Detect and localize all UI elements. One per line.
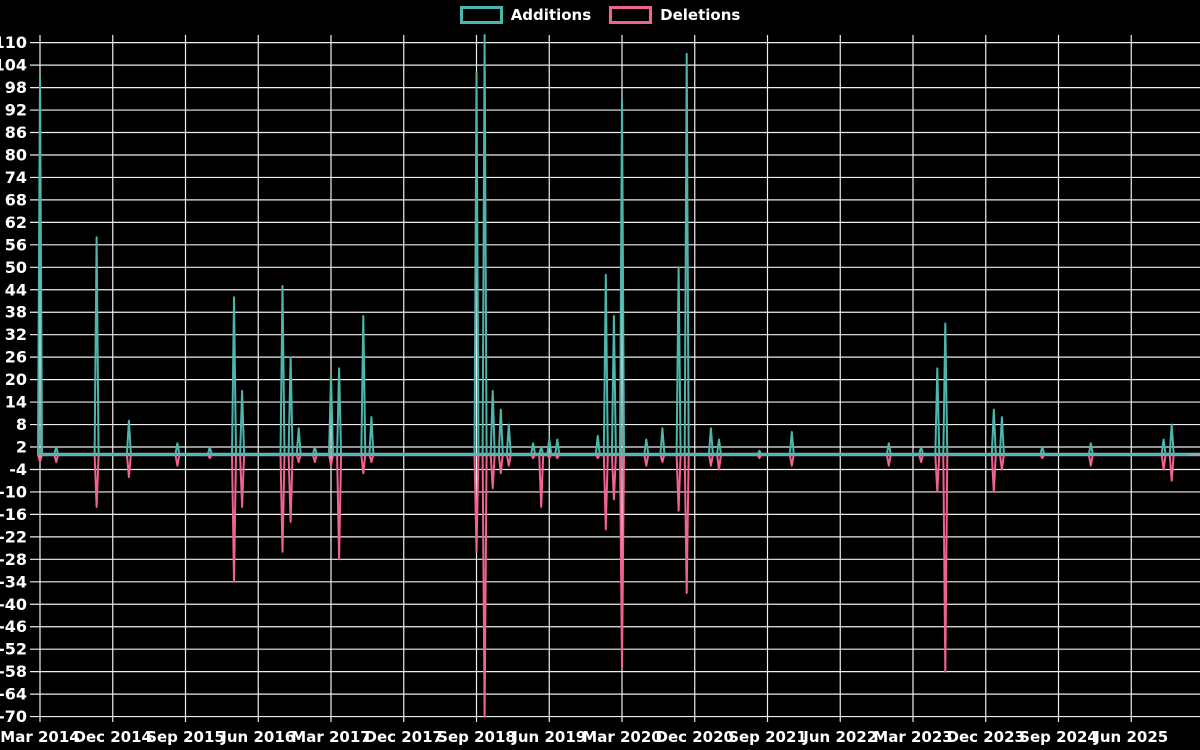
y-tick-label: 56 — [5, 235, 27, 254]
y-tick-label: 104 — [0, 56, 27, 75]
x-tick-label: Sep 2018 — [437, 728, 516, 746]
x-tick-label: Dec 2017 — [365, 728, 444, 746]
x-tick-label: Jun 2016 — [220, 728, 295, 746]
x-tick-label: Sep 2015 — [146, 728, 225, 746]
y-tick-label: 26 — [5, 348, 27, 367]
y-tick-label: 98 — [5, 78, 27, 97]
y-tick-label: -40 — [0, 595, 27, 614]
y-tick-label: -58 — [0, 662, 27, 681]
x-tick-label: Sep 2024 — [1019, 728, 1098, 746]
y-tick-label: -70 — [0, 707, 27, 726]
y-tick-label: 50 — [5, 258, 27, 277]
x-tick-label: Dec 2014 — [74, 728, 153, 746]
legend-item-deletions[interactable]: Deletions — [609, 6, 740, 24]
y-tick-label: 2 — [16, 438, 27, 457]
y-tick-label: 62 — [5, 213, 27, 232]
y-tick-label: 20 — [5, 370, 27, 389]
deletions-line — [37, 453, 1188, 718]
additions-line — [37, 34, 1188, 456]
y-tick-label: -52 — [0, 640, 27, 659]
deletions-swatch-icon — [609, 6, 653, 24]
y-tick-label: 32 — [5, 325, 27, 344]
x-tick-label: Jun 2025 — [1093, 728, 1168, 746]
x-tick-label: Dec 2020 — [656, 728, 735, 746]
y-tick-label: -16 — [0, 505, 27, 524]
x-tick-label: Sep 2021 — [728, 728, 807, 746]
x-tick-label: Jun 2019 — [511, 728, 586, 746]
x-tick-label: Dec 2023 — [947, 728, 1026, 746]
y-tick-label: -10 — [0, 482, 27, 501]
y-tick-label: 14 — [5, 393, 27, 412]
y-tick-label: -22 — [0, 527, 27, 546]
y-tick-label: -28 — [0, 550, 27, 569]
y-tick-label: 74 — [5, 168, 27, 187]
y-grid-and-ticks: 110 104 98 92 86 80 74 68 62 56 50 44 38 32 26 20 14 8 2 -4… — [0, 33, 1200, 726]
y-tick-label: 68 — [5, 190, 27, 209]
y-tick-label: 92 — [5, 101, 27, 120]
y-tick-label: 80 — [5, 145, 27, 164]
additions-swatch-icon — [459, 6, 503, 24]
x-tick-label: Mar 2017 — [291, 728, 370, 746]
y-tick-label: -64 — [0, 685, 27, 704]
y-tick-label: 38 — [5, 303, 27, 322]
x-tick-label: Mar 2023 — [873, 728, 952, 746]
y-tick-label: 110 — [0, 33, 27, 52]
legend-item-additions[interactable]: Additions — [459, 5, 592, 24]
y-tick-label: -4 — [9, 460, 27, 479]
y-tick-label: -46 — [0, 617, 27, 636]
y-tick-label: 8 — [16, 415, 27, 434]
y-tick-label: -34 — [0, 572, 27, 591]
legend-label-additions: Additions — [510, 5, 592, 24]
y-tick-label: 86 — [5, 123, 27, 142]
x-tick-label: Mar 2020 — [582, 728, 661, 746]
x-tick-label: Mar 2014 — [0, 728, 79, 746]
chart-legend: Additions Deletions — [0, 6, 1200, 24]
legend-label-deletions: Deletions — [660, 5, 741, 24]
y-tick-label: 44 — [5, 280, 27, 299]
x-tick-label: Jun 2022 — [802, 728, 877, 746]
